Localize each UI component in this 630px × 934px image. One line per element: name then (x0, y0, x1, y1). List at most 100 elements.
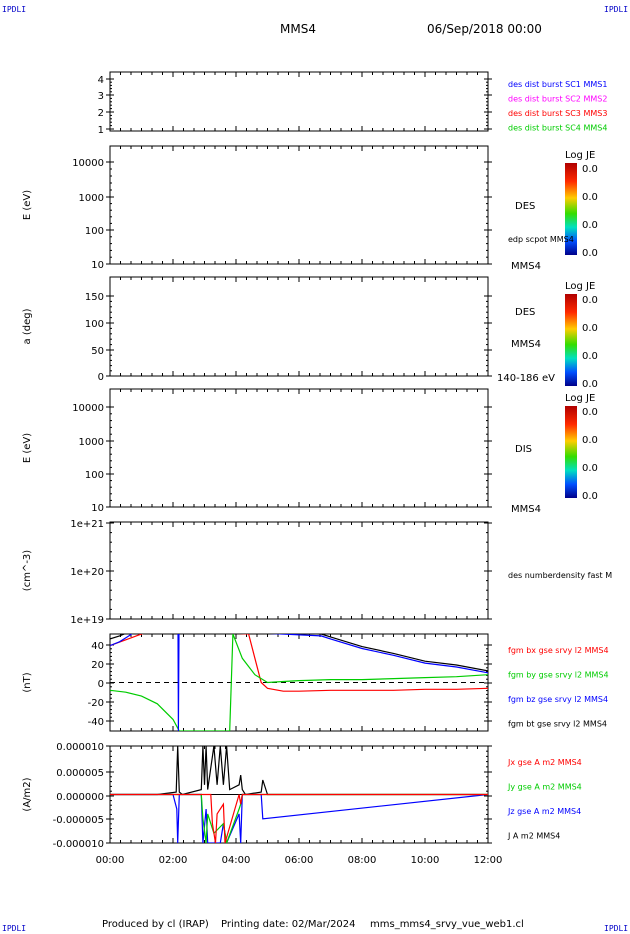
series-line (110, 634, 488, 731)
y-axis-label: (A/m2) (22, 777, 33, 811)
colorbar (565, 294, 577, 386)
footer-printing-date: Printing date: 02/Mar/2024 (221, 919, 356, 930)
y-tick-label: -40 (88, 717, 104, 728)
y-tick-label: 0.000005 (56, 768, 104, 779)
y-tick-label: 1000 (79, 193, 104, 204)
y-axis-label: a (deg) (22, 308, 33, 344)
legend-entry: Jx gse A m2 MMS4 (507, 758, 582, 767)
colorbar-tick-label: 0.0 (582, 323, 598, 334)
panel-frame (109, 145, 489, 265)
y-tick-label: 1000 (79, 437, 104, 448)
y-tick-label: 40 (91, 641, 104, 652)
colorbar-tick-label: 0.0 (582, 192, 598, 203)
series-line (110, 793, 488, 843)
legend-entry: fgm bt gse srvy l2 MMS4 (508, 720, 607, 729)
series-line (110, 746, 488, 796)
y-tick-label: 1e+19 (70, 615, 104, 626)
panel-frame (109, 388, 489, 508)
y-tick-label: 100 (85, 319, 104, 330)
x-tick-label: 00:00 (96, 855, 125, 866)
colorbar-tick-label: 0.0 (582, 248, 598, 259)
colorbar-tick-label: 0.0 (582, 295, 598, 306)
colorbar (565, 406, 577, 498)
legend-entry: Jy gse A m2 MMS4 (507, 783, 582, 792)
series-line (110, 634, 488, 672)
spacecraft-label: MMS4 (511, 504, 541, 515)
y-tick-label: 1e+21 (70, 519, 104, 530)
y-tick-label: 10 (91, 503, 104, 514)
figure: 1 2 3 4 des dist burst SC1 MMS1 des dist burs… (22, 71, 612, 866)
y-tick-label: 50 (91, 346, 104, 357)
series-line (110, 634, 488, 692)
corner-label-br: IPDLI (604, 924, 629, 933)
y-axis-label: (nT) (22, 672, 33, 692)
series-line (110, 793, 488, 843)
colorbar-tick-label: 0.0 (582, 463, 598, 474)
y-tick-label: 100 (85, 470, 104, 481)
instrument-label: DES (515, 201, 535, 212)
y-tick-label: -0.000010 (53, 839, 104, 850)
legend-entry: fgm bx gse srvy l2 MMS4 (508, 646, 609, 655)
colorbar-tick-label: 0.0 (582, 491, 598, 502)
colorbar-title: Log JE (565, 393, 595, 404)
y-tick-label: 150 (85, 292, 104, 303)
corner-label-bl: IPDLI (2, 924, 27, 933)
legend-entry: fgm by gse srvy l2 MMS4 (508, 671, 609, 680)
y-tick-label: 10 (91, 260, 104, 271)
y-axis-label: E (eV) (22, 190, 33, 220)
legend-entry: des dist burst SC4 MMS4 (508, 124, 607, 133)
y-tick-label: 0 (98, 679, 104, 690)
series-line (110, 634, 488, 731)
legend-entry: des numberdensity fast M (508, 571, 612, 580)
datetime-title: 06/Sep/2018 00:00 (427, 22, 542, 36)
y-axis-label: E (eV) (22, 433, 33, 463)
y-tick-label: 0 (98, 372, 104, 383)
y-tick-label: -0.000005 (53, 815, 104, 826)
panel-frame (109, 276, 489, 377)
colorbar-tick-label: 0.0 (582, 379, 598, 390)
y-tick-label: 2 (98, 108, 104, 119)
y-tick-label: 0.000000 (56, 792, 104, 803)
colorbar-title: Log JE (565, 281, 595, 292)
panel-frame (109, 71, 489, 132)
series-line (110, 793, 488, 843)
corner-label-tl: IPDLI (2, 5, 27, 14)
spacecraft-label: MMS4 (511, 339, 541, 350)
y-tick-label: 20 (91, 660, 104, 671)
instrument-label: DIS (515, 444, 532, 455)
y-tick-label: 10000 (72, 158, 104, 169)
y-tick-label: 4 (98, 75, 104, 86)
x-tick-label: 06:00 (285, 855, 314, 866)
instrument-label: DES (515, 307, 535, 318)
x-tick-label: 12:00 (474, 855, 503, 866)
y-tick-label: 100 (85, 226, 104, 237)
spacecraft-title: MMS4 (280, 22, 316, 36)
legend-entry: des dist burst SC2 MMS2 (508, 95, 607, 104)
legend-entry: Jz gse A m2 MMS4 (507, 807, 581, 816)
colorbar-tick-label: 0.0 (582, 164, 598, 175)
colorbar-tick-label: 0.0 (582, 407, 598, 418)
colorbar-tick-label: 0.0 (582, 220, 598, 231)
y-tick-label: 3 (98, 91, 104, 102)
panel-frame (109, 521, 489, 620)
footer-produced: Produced by cl (IRAP) (102, 919, 209, 930)
legend-entry: des dist burst SC1 MMS1 (508, 80, 607, 89)
legend-entry: des dist burst SC3 MMS3 (508, 109, 607, 118)
colorbar-tick-label: 0.0 (582, 351, 598, 362)
panel-note: edp scpot MMS4 (508, 235, 574, 244)
spacecraft-label: MMS4 (511, 261, 541, 272)
x-tick-label: 02:00 (159, 855, 188, 866)
y-tick-label: 1 (98, 125, 104, 136)
x-tick-label: 08:00 (348, 855, 377, 866)
legend-entry: fgm bz gse srvy l2 MMS4 (508, 695, 608, 704)
colorbar (565, 163, 577, 255)
y-tick-label: 0.000010 (56, 742, 104, 753)
colorbar-title: Log JE (565, 150, 595, 161)
energy-label: 140-186 eV (497, 373, 555, 384)
colorbar-tick-label: 0.0 (582, 435, 598, 446)
x-tick-label: 10:00 (411, 855, 440, 866)
x-tick-label: 04:00 (222, 855, 251, 866)
y-tick-label: -20 (88, 698, 104, 709)
y-tick-label: 10000 (72, 403, 104, 414)
legend-entry: J A m2 MMS4 (507, 832, 560, 841)
